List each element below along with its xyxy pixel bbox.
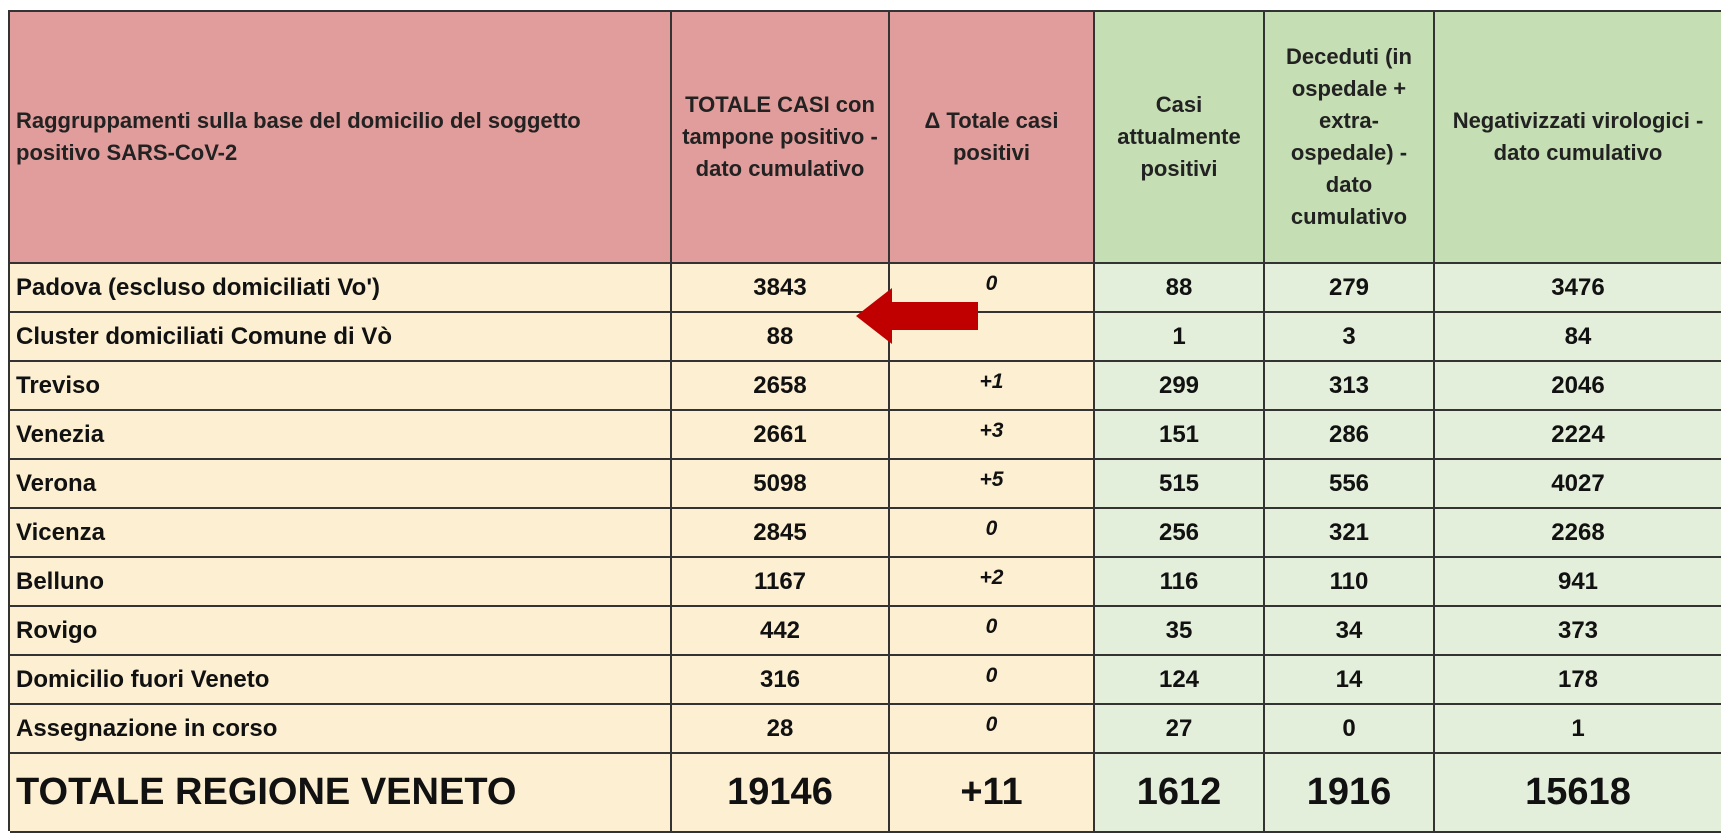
data-cell: 2845 — [672, 509, 890, 558]
row-label: Padova (escluso domiciliati Vo') — [10, 264, 672, 313]
data-cell: 27 — [1095, 705, 1265, 754]
data-cell: 1 — [1095, 313, 1265, 362]
data-cell: +1 — [890, 362, 1095, 411]
data-cell: 0 — [1265, 705, 1435, 754]
data-cell: 256 — [1095, 509, 1265, 558]
data-cell: 2268 — [1435, 509, 1721, 558]
data-cell: 515 — [1095, 460, 1265, 509]
header-cell: Casi attualmente positivi — [1095, 12, 1265, 264]
total-cell: 1612 — [1095, 754, 1265, 833]
arrow — [856, 288, 978, 344]
row-label: Verona — [10, 460, 672, 509]
data-cell: 2658 — [672, 362, 890, 411]
data-cell: 442 — [672, 607, 890, 656]
row-label: Venezia — [10, 411, 672, 460]
total-cell: 19146 — [672, 754, 890, 833]
data-cell: 279 — [1265, 264, 1435, 313]
table: Raggruppamenti sulla base del domicilio … — [8, 10, 1721, 833]
header-cell: Deceduti (in ospedale + extra-ospedale) … — [1265, 12, 1435, 264]
data-cell: 299 — [1095, 362, 1265, 411]
data-cell: 321 — [1265, 509, 1435, 558]
row-label: Domicilio fuori Veneto — [10, 656, 672, 705]
row-label: Assegnazione in corso — [10, 705, 672, 754]
data-cell: 178 — [1435, 656, 1721, 705]
data-cell: +3 — [890, 411, 1095, 460]
data-cell: +5 — [890, 460, 1095, 509]
header-cell: TOTALE CASI con tampone positivo -dato c… — [672, 12, 890, 264]
total-cell: +11 — [890, 754, 1095, 833]
data-cell: +2 — [890, 558, 1095, 607]
data-cell: 110 — [1265, 558, 1435, 607]
data-cell: 556 — [1265, 460, 1435, 509]
data-cell: 35 — [1095, 607, 1265, 656]
data-cell: 0 — [890, 264, 1095, 313]
data-cell: 2224 — [1435, 411, 1721, 460]
row-label: Vicenza — [10, 509, 672, 558]
total-cell: 1916 — [1265, 754, 1435, 833]
row-label: Treviso — [10, 362, 672, 411]
data-cell: 124 — [1095, 656, 1265, 705]
data-cell: 316 — [672, 656, 890, 705]
data-cell: 286 — [1265, 411, 1435, 460]
arrow-shape — [856, 288, 978, 344]
data-cell: 313 — [1265, 362, 1435, 411]
total-cell: 15618 — [1435, 754, 1721, 833]
header-cell: Raggruppamenti sulla base del domicilio … — [10, 12, 672, 264]
data-cell: 0 — [890, 705, 1095, 754]
row-label: Cluster domiciliati Comune di Vò — [10, 313, 672, 362]
data-cell: 0 — [890, 607, 1095, 656]
total-label: TOTALE REGIONE VENETO — [10, 754, 672, 833]
data-cell: 3 — [1265, 313, 1435, 362]
data-cell: 116 — [1095, 558, 1265, 607]
data-cell: 373 — [1435, 607, 1721, 656]
data-cell: 2661 — [672, 411, 890, 460]
data-cell: 1 — [1435, 705, 1721, 754]
row-label: Rovigo — [10, 607, 672, 656]
data-cell: 84 — [1435, 313, 1721, 362]
data-cell: 0 — [890, 509, 1095, 558]
header-cell: Δ Totale casi positivi — [890, 12, 1095, 264]
data-cell: 0 — [890, 656, 1095, 705]
data-cell: 941 — [1435, 558, 1721, 607]
data-cell: 34 — [1265, 607, 1435, 656]
data-cell: 1167 — [672, 558, 890, 607]
data-cell: 28 — [672, 705, 890, 754]
row-label: Belluno — [10, 558, 672, 607]
data-cell: 14 — [1265, 656, 1435, 705]
header-cell: Negativizzati virologici - dato cumulati… — [1435, 12, 1721, 264]
data-cell: 5098 — [672, 460, 890, 509]
data-cell: 151 — [1095, 411, 1265, 460]
data-cell: 2046 — [1435, 362, 1721, 411]
data-cell: 4027 — [1435, 460, 1721, 509]
data-cell: 88 — [1095, 264, 1265, 313]
data-cell: 3843 — [672, 264, 890, 313]
data-cell: 3476 — [1435, 264, 1721, 313]
